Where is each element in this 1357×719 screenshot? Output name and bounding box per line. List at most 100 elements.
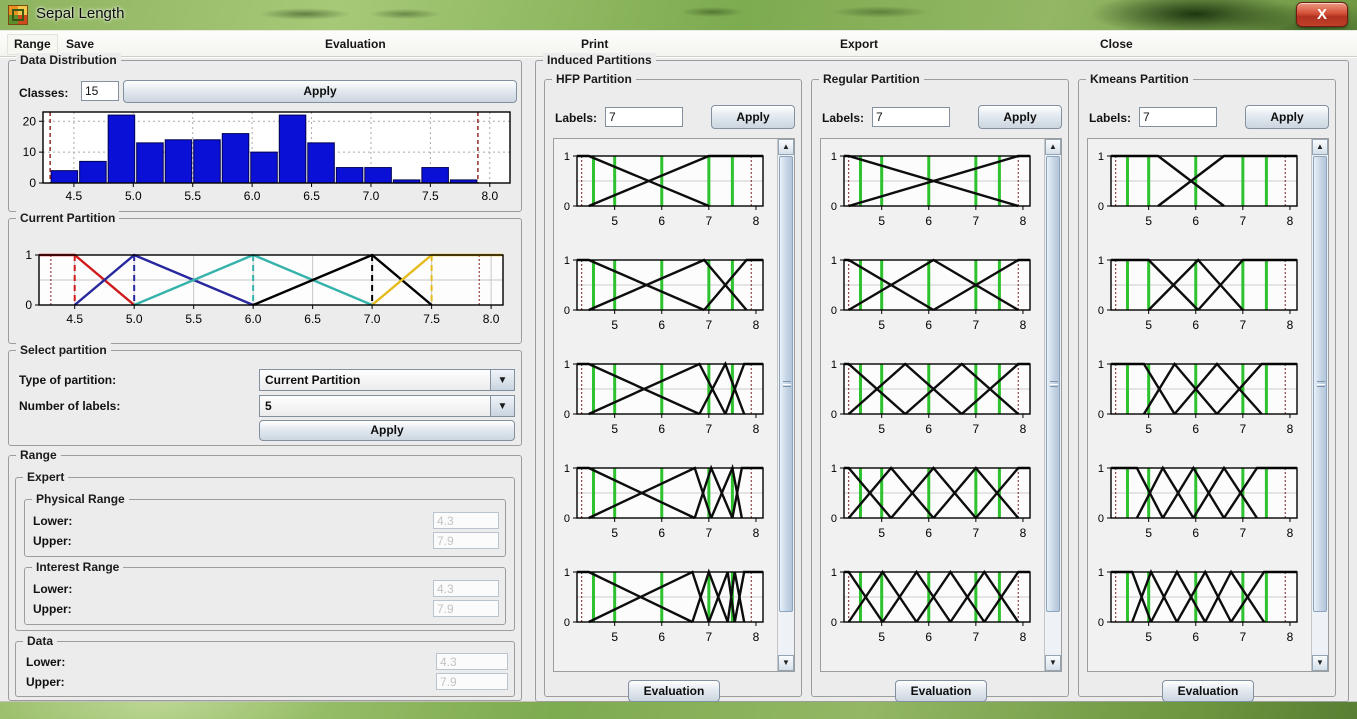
svg-text:1: 1 [1098,359,1104,371]
regular-partition-title: Regular Partition [819,72,924,86]
svg-text:8: 8 [1020,318,1027,332]
number-of-labels-label: Number of labels: [19,399,121,413]
data-upper-input [436,673,508,690]
svg-text:5: 5 [611,526,618,540]
interest-range-group: Interest Range Lower: Upper: [24,560,506,625]
interest-lower-input [433,580,499,597]
regular-apply-button[interactable]: Apply [978,105,1062,129]
svg-text:7.0: 7.0 [363,189,380,203]
scroll-up-button[interactable]: ▲ [1045,139,1061,155]
svg-text:7: 7 [973,422,980,436]
svg-text:8: 8 [753,318,760,332]
svg-text:20: 20 [23,114,37,128]
svg-text:7.0: 7.0 [364,312,381,326]
svg-text:0: 0 [831,305,837,317]
range-title: Range [16,448,61,462]
svg-text:8: 8 [1020,214,1027,228]
menu-item-print[interactable]: Print [581,37,609,51]
type-of-partition-select[interactable]: Current Partition ▼ [259,369,515,391]
scroll-up-button[interactable]: ▲ [1312,139,1328,155]
svg-text:1: 1 [831,567,837,579]
range-group: Range Expert Physical Range Lower: Upper… [8,448,522,701]
svg-text:0: 0 [564,305,570,317]
svg-text:7: 7 [973,214,980,228]
hfp-apply-button[interactable]: Apply [711,105,795,129]
svg-text:0: 0 [564,513,570,525]
kmeans-apply-button[interactable]: Apply [1245,105,1329,129]
scroll-down-button[interactable]: ▼ [778,655,794,671]
svg-text:6: 6 [925,630,932,644]
svg-text:6: 6 [1192,630,1199,644]
menu-item-export[interactable]: Export [840,37,879,51]
kmeans-scrollpane[interactable]: 567810567810567810567810567810567810 ▲ ▼ [1087,138,1329,672]
svg-text:0: 0 [831,201,837,213]
chevron-down-icon: ▼ [490,370,514,390]
window-titlebar[interactable]: Sepal Length X [0,0,1357,30]
svg-text:0: 0 [564,409,570,421]
svg-text:1: 1 [1098,567,1104,579]
svg-text:6: 6 [1192,318,1199,332]
svg-text:1: 1 [831,463,837,475]
hfp-scrollpane[interactable]: 567810567810567810567810567810567810 ▲ ▼ [553,138,795,672]
svg-text:6.5: 6.5 [303,189,320,203]
scroll-up-button[interactable]: ▲ [778,139,794,155]
kmeans-evaluation-button[interactable]: Evaluation [1162,680,1254,702]
svg-text:1: 1 [564,671,570,672]
svg-text:1: 1 [564,151,570,163]
svg-text:8: 8 [753,526,760,540]
scrollbar-thumb[interactable] [1313,156,1327,612]
regular-labels-input[interactable] [872,107,950,127]
svg-text:8: 8 [753,214,760,228]
regular-plot-list: 567810567810567810567810567810567810 [824,144,1038,671]
hfp-scrollbar[interactable]: ▲ ▼ [777,139,794,671]
type-of-partition-label: Type of partition: [19,373,117,387]
select-partition-apply-button[interactable]: Apply [259,420,515,441]
menu-item-save[interactable]: Save [66,37,95,51]
app-window: Sepal Length X Range Save Evaluation Pri… [0,0,1357,702]
scrollbar-thumb[interactable] [1046,156,1060,612]
svg-text:6: 6 [658,630,665,644]
svg-text:1: 1 [564,359,570,371]
scroll-down-button[interactable]: ▼ [1312,655,1328,671]
svg-text:1: 1 [1098,463,1104,475]
classes-apply-button[interactable]: Apply [123,80,517,103]
svg-text:0: 0 [831,409,837,421]
scrollbar-thumb[interactable] [779,156,793,612]
physical-upper-input [433,532,499,549]
menu-item-close[interactable]: Close [1100,37,1133,51]
menu-item-evaluation[interactable]: Evaluation [325,37,386,51]
svg-text:0: 0 [1098,305,1104,317]
kmeans-scrollbar[interactable]: ▲ ▼ [1311,139,1328,671]
scroll-down-button[interactable]: ▼ [1045,655,1061,671]
select-partition-title: Select partition [16,343,111,357]
regular-evaluation-button[interactable]: Evaluation [895,680,987,702]
svg-text:8: 8 [1020,630,1027,644]
regular-scrollpane[interactable]: 567810567810567810567810567810567810 ▲ ▼ [820,138,1062,672]
svg-text:0: 0 [1098,513,1104,525]
svg-text:6: 6 [925,318,932,332]
chevron-down-icon: ▼ [490,396,514,416]
svg-text:6: 6 [925,526,932,540]
regular-scrollbar[interactable]: ▲ ▼ [1044,139,1061,671]
svg-text:7.5: 7.5 [422,189,439,203]
data-distribution-title: Data Distribution [16,53,121,67]
close-button[interactable]: X [1296,2,1348,27]
svg-text:0: 0 [564,201,570,213]
svg-text:4.5: 4.5 [66,312,83,326]
classes-input[interactable] [81,81,119,101]
svg-text:0: 0 [25,298,32,312]
hfp-plot-list: 567810567810567810567810567810567810 [557,144,771,672]
hfp-labels-input[interactable] [605,107,683,127]
menu-item-range[interactable]: Range [8,35,57,54]
current-partition-title: Current Partition [16,211,120,225]
number-of-labels-select[interactable]: 5 ▼ [259,395,515,417]
kmeans-labels-input[interactable] [1139,107,1217,127]
hfp-evaluation-button[interactable]: Evaluation [628,680,720,702]
svg-text:0: 0 [1098,201,1104,213]
